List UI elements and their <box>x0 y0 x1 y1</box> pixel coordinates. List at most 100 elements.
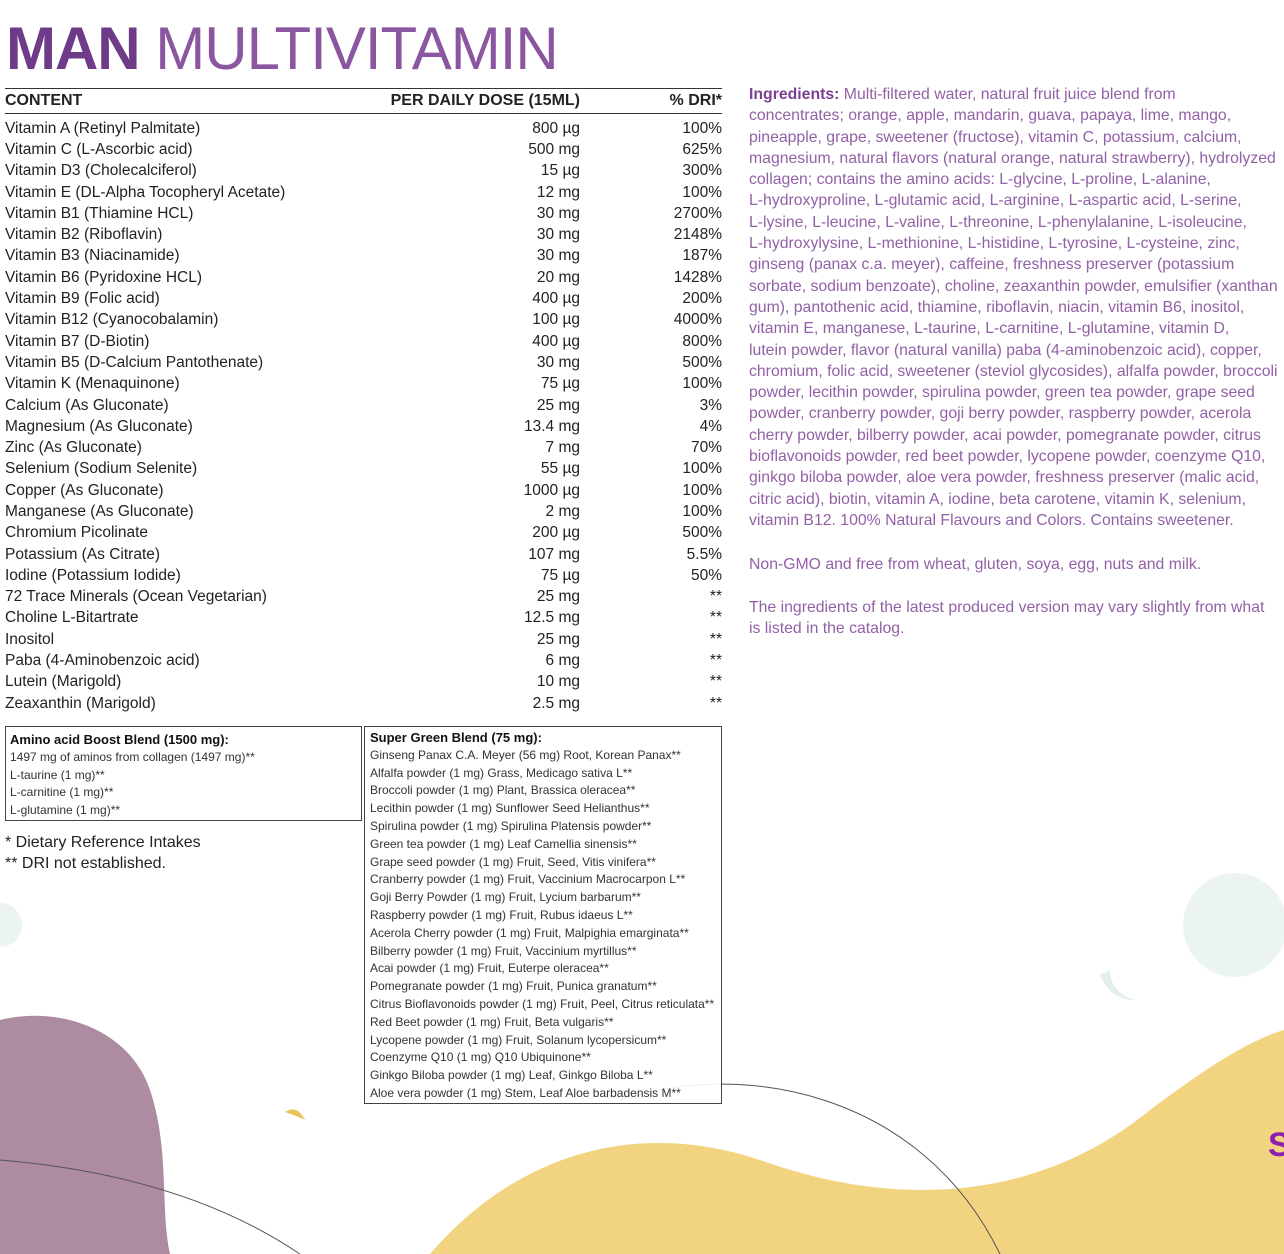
disclaimer-line: is listed in the catalog. <box>749 620 905 638</box>
header-content: CONTENT <box>5 92 83 109</box>
green-blend-title: Super Green Blend (75 mg): <box>370 730 542 745</box>
dri-percent: 100% <box>682 481 722 499</box>
dri-percent: 100% <box>682 502 722 520</box>
dri-percent: 4000% <box>673 311 722 329</box>
dri-percent: 5.5% <box>686 545 722 563</box>
yellow-crescent <box>285 1109 305 1120</box>
dri-percent: 800% <box>682 332 722 350</box>
ingredients-line: concentrates; orange, apple, mandarin, g… <box>749 107 1232 125</box>
nutrient-name: Choline L-Bitartrate <box>5 609 139 627</box>
blend-item: Grape seed powder (1 mg) Fruit, Seed, Vi… <box>370 854 656 869</box>
daily-dose: 30 mg <box>536 204 580 222</box>
dri-percent: 100% <box>682 183 722 201</box>
daily-dose: 55 µg <box>540 460 580 478</box>
nutrient-name: Inositol <box>5 630 55 648</box>
blend-item: L-glutamine (1 mg)** <box>10 803 121 818</box>
title-multivitamin: MULTIVITAMIN <box>139 15 558 82</box>
dri-percent: 625% <box>682 140 722 158</box>
table-row: Potassium (As Citrate) 107 mg 5.5% <box>5 544 722 565</box>
dri-percent: 100% <box>682 119 722 137</box>
nutrient-name: Potassium (As Citrate) <box>5 545 161 563</box>
dri-percent: 2700% <box>673 204 722 222</box>
table-row: Choline L-Bitartrate 12.5 mg ** <box>5 608 722 629</box>
blend-item: Broccoli powder (1 mg) Plant, Brassica o… <box>370 783 636 798</box>
ingredients-line: powder, lecithin powder, spirulina powde… <box>749 384 1255 402</box>
dri-percent: ** <box>709 673 722 691</box>
dri-percent: ** <box>709 652 722 670</box>
nutrient-name: Vitamin E (DL-Alpha Tocopheryl Acetate) <box>5 183 286 201</box>
blend-item: Acerola Cherry powder (1 mg) Fruit, Malp… <box>370 925 689 940</box>
page-title: MAN MULTIVITAMIN <box>6 14 559 84</box>
ingredients-line: magnesium, natural flavors (natural oran… <box>749 149 1276 167</box>
daily-dose: 7 mg <box>545 439 580 457</box>
ingredients-line: pineapple, grape, sweetener (fructose), … <box>749 128 1242 146</box>
blend-item: L-carnitine (1 mg)** <box>10 785 114 800</box>
yellow-wave <box>430 1030 1284 1254</box>
ingredients-line: collagen; contains the amino acids: L-gl… <box>749 171 1211 189</box>
daily-dose: 30 mg <box>536 247 580 265</box>
table-row: Chromium Picolinate 200 µg 500% <box>5 523 722 544</box>
table-row: 72 Trace Minerals (Ocean Vegetarian) 25 m… <box>5 587 722 608</box>
daily-dose: 25 mg <box>536 396 580 414</box>
blend-item: Spirulina powder (1 mg) Spirulina Platen… <box>370 818 652 833</box>
footnote-not-established: ** DRI not established. <box>5 855 166 872</box>
table-header: CONTENT PER DAILY DOSE (15ML) % DRI* <box>5 89 722 114</box>
table-row: Iodine (Potassium Iodide) 75 µg 50% <box>5 565 722 586</box>
table-row: Vitamin B5 (D-Calcium Pantothenate) 30 mg… <box>5 352 722 373</box>
nutrient-name: Vitamin B1 (Thiamine HCL) <box>5 204 194 222</box>
dri-percent: 2148% <box>673 226 722 244</box>
daily-dose: 30 mg <box>536 226 580 244</box>
daily-dose: 25 mg <box>536 588 580 606</box>
table-row: Vitamin B7 (D-Biotin) 400 µg 800% <box>5 331 722 352</box>
blend-item: Alfalfa powder (1 mg) Grass, Medicago sa… <box>370 765 633 780</box>
daily-dose: 800 µg <box>532 119 580 137</box>
ingredients-line: sorbate, sodium benzoate), choline, zeax… <box>749 277 1278 295</box>
table-row: Zeaxanthin (Marigold) 2.5 mg ** <box>5 693 722 714</box>
table-row: Vitamin B6 (Pyridoxine HCL) 20 mg 1428% <box>5 267 722 288</box>
ingredients-text: Ingredients: Multi-filtered water, natur… <box>749 84 1278 531</box>
dri-percent: 100% <box>682 375 722 393</box>
daily-dose: 25 mg <box>536 630 580 648</box>
table-row: Paba (4-Aminobenzoic acid) 6 mg ** <box>5 650 722 671</box>
blend-item: Green tea powder (1 mg) Leaf Camellia si… <box>370 836 637 851</box>
disclaimer-line: The ingredients of the latest produced v… <box>749 599 1265 616</box>
ingredients-line: citric acid), biotin, vitamin A, iodine,… <box>749 490 1246 508</box>
nutrient-name: Vitamin B5 (D-Calcium Pantothenate) <box>5 353 264 371</box>
table-row: Vitamin B2 (Riboflavin) 30 mg 2148% <box>5 224 722 245</box>
ingredients-line: gum), pantothenic acid, thiamine, ribofl… <box>749 298 1245 316</box>
blend-item: Ginseng Panax C.A. Meyer (56 mg) Root, K… <box>370 747 681 762</box>
table-row: Zinc (As Gluconate) 7 mg 70% <box>5 437 722 458</box>
mauve-blob <box>0 1015 170 1254</box>
daily-dose: 400 µg <box>532 332 580 350</box>
ingredients-line: lutein powder, flavor (natural vanilla) … <box>749 341 1262 359</box>
dri-percent: 100% <box>682 460 722 478</box>
amino-blend-list: 1497 mg of aminos from collagen (1497 mg… <box>10 749 361 820</box>
nutrient-name: Vitamin B2 (Riboflavin) <box>5 226 163 244</box>
dri-percent: 500% <box>682 353 722 371</box>
nutrient-name: Copper (As Gluconate) <box>5 481 164 499</box>
nutrient-name: Selenium (Sodium Selenite) <box>5 460 198 478</box>
nutrient-name: 72 Trace Minerals (Ocean Vegetarian) <box>5 588 267 606</box>
daily-dose: 400 µg <box>532 290 580 308</box>
dri-percent: 3% <box>699 396 722 414</box>
blend-item: Lycopene powder (1 mg) Fruit, Solanum ly… <box>370 1032 667 1047</box>
nutrient-name: Magnesium (As Gluconate) <box>5 417 193 435</box>
daily-dose: 2 mg <box>545 502 580 520</box>
ingredients-line: vitamin E, manganese, L-taurine, L-carni… <box>749 320 1230 338</box>
teal-circle-left <box>0 903 22 947</box>
daily-dose: 20 mg <box>536 268 580 286</box>
daily-dose: 30 mg <box>536 353 580 371</box>
nutrient-name: Iodine (Potassium Iodide) <box>5 566 181 584</box>
daily-dose: 13.4 mg <box>523 417 580 435</box>
nutrient-name: Zeaxanthin (Marigold) <box>5 694 156 712</box>
blend-item: Citrus Bioflavonoids powder (1 mg) Fruit… <box>370 996 715 1011</box>
blend-item: Bilberry powder (1 mg) Fruit, Vaccinium … <box>370 943 637 958</box>
ingredients-line: Ingredients: Multi-filtered water, natur… <box>749 84 1278 105</box>
nutrient-name: Zinc (As Gluconate) <box>5 439 142 457</box>
disclaimer-text: The ingredients of the latest produced v… <box>749 597 1264 640</box>
dri-percent: 1428% <box>673 268 722 286</box>
dri-percent: ** <box>709 588 722 606</box>
nutrient-name: Paba (4-Aminobenzoic acid) <box>5 652 200 670</box>
blend-item: Goji Berry Powder (1 mg) Fruit, Lycium b… <box>370 890 641 905</box>
header-dri: % DRI* <box>669 92 722 109</box>
